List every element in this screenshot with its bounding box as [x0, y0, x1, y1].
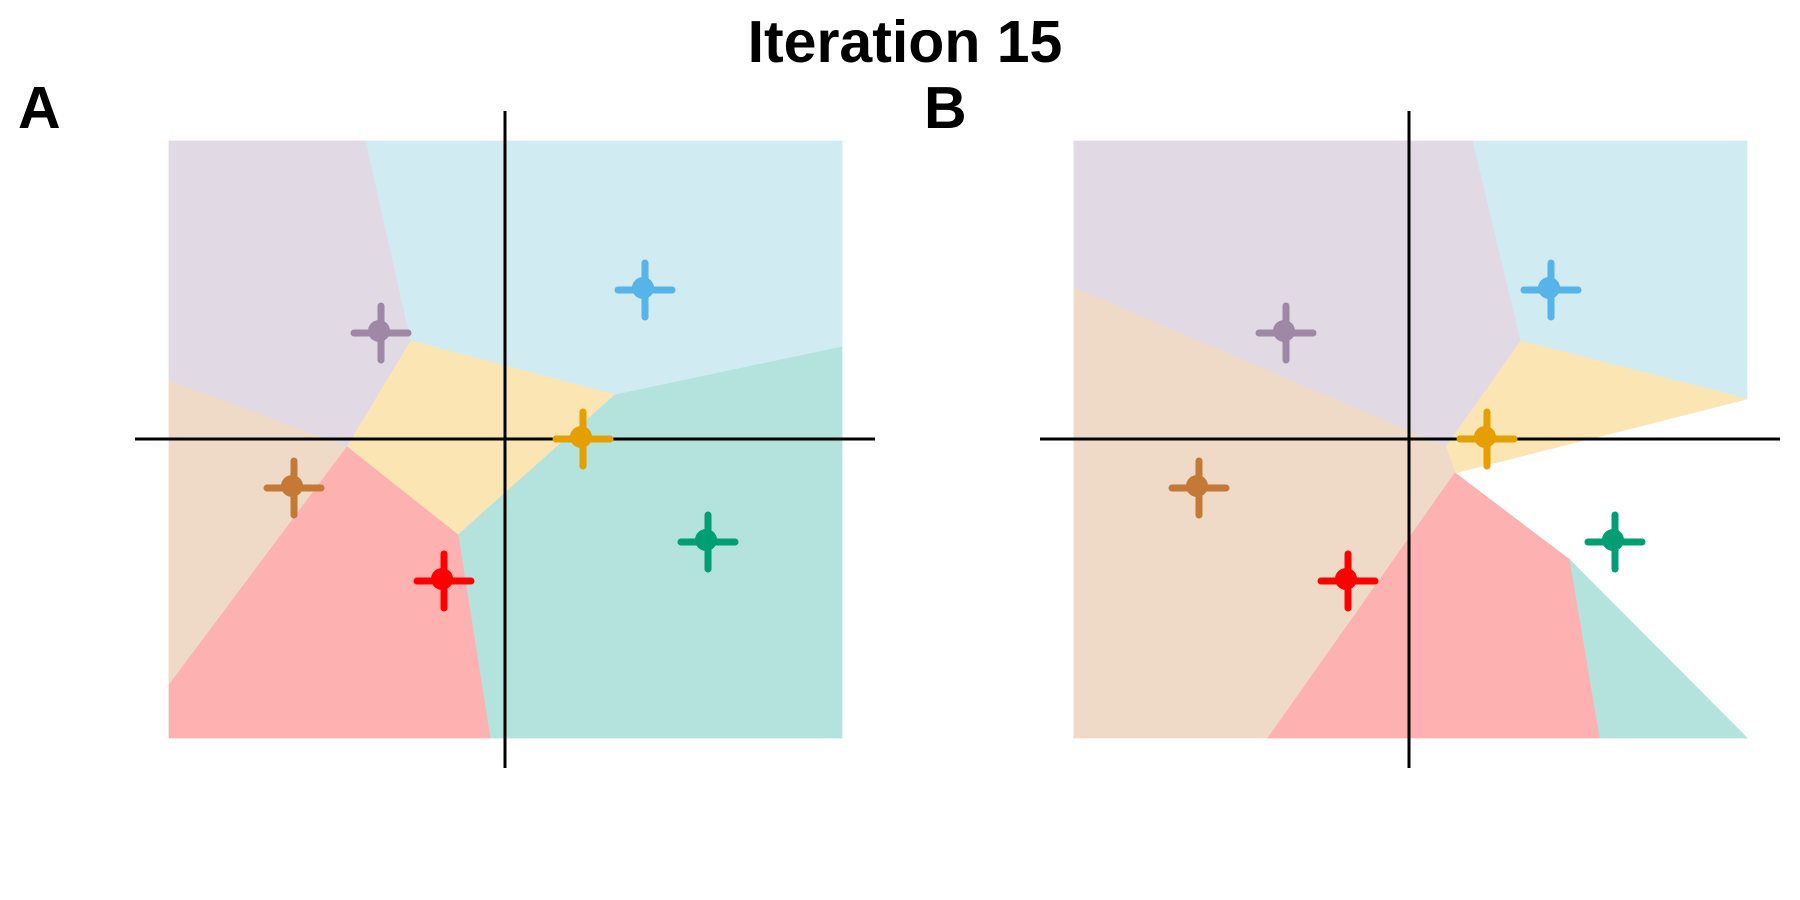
centroid-teal-plus-marker-icon	[1584, 511, 1646, 573]
panel-b: B	[924, 75, 1780, 768]
centroid-brown-plus-marker-icon	[263, 457, 325, 519]
centroid-brown-plus-marker-icon	[1168, 457, 1230, 519]
panel-a: A	[18, 75, 875, 768]
figure-title: Iteration 15	[748, 9, 1063, 75]
centroid-orange-plus-marker-icon	[1456, 408, 1518, 470]
centroid-orange-plus-marker-icon	[552, 408, 614, 470]
centroid-cyan-plus-marker-icon	[614, 259, 676, 321]
centroid-red-plus-marker-icon	[413, 550, 475, 612]
centroid-purple-plus-marker-icon	[1255, 302, 1317, 364]
panel-label: A	[18, 75, 61, 141]
centroid-teal-plus-marker-icon	[677, 511, 739, 573]
centroid-red-plus-marker-icon	[1317, 550, 1379, 612]
centroid-purple-plus-marker-icon	[350, 302, 412, 364]
panel-label: B	[924, 75, 967, 141]
voronoi-cell-teal	[457, 346, 843, 739]
voronoi-cell-red	[168, 446, 491, 739]
voronoi-cell-teal	[1569, 558, 1748, 739]
centroid-cyan-plus-marker-icon	[1520, 259, 1582, 321]
